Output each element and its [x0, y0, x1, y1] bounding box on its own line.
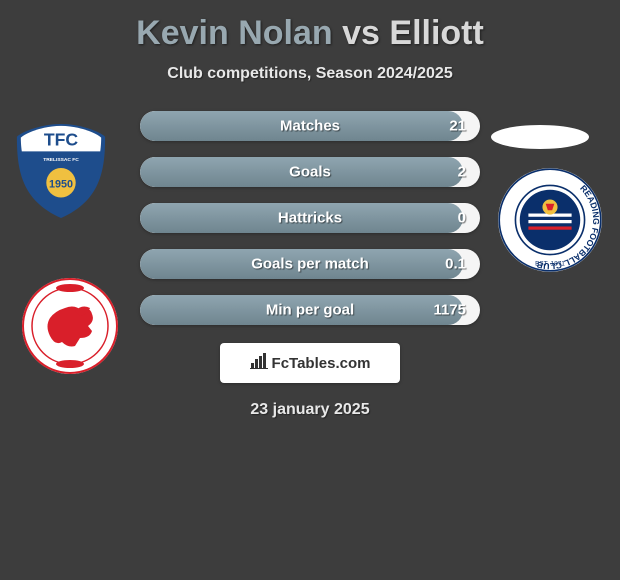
- player2-name: Elliott: [389, 14, 483, 52]
- club-crest-left-2: [20, 276, 120, 376]
- brand-text: FcTables.com: [272, 355, 371, 372]
- brand-box: FcTables.com: [220, 343, 400, 383]
- club-crest-left-1: TFC TRELISSAC FC 1950: [12, 122, 110, 220]
- stat-bar-value: 0: [458, 210, 466, 227]
- stat-bar: Goals per match 0.1: [140, 249, 480, 279]
- date-text: 23 january 2025: [0, 401, 620, 419]
- stat-bar-label: Matches: [280, 118, 340, 135]
- stat-bar-value: 2: [458, 164, 466, 181]
- stat-bar-value: 1175: [433, 302, 466, 319]
- club-crest-right-1: [490, 124, 590, 150]
- stat-bar: Goals 2: [140, 157, 480, 187]
- svg-text:EST. 1871: EST. 1871: [535, 260, 565, 267]
- stat-bar-label: Goals per match: [251, 256, 369, 273]
- stats-bars: Matches 21 Goals 2 Hattricks 0 Goals per match…: [140, 111, 480, 325]
- stat-bar-value: 21: [449, 118, 466, 135]
- stat-bar-label: Min per goal: [266, 302, 354, 319]
- stat-bar: Min per goal 1175: [140, 295, 480, 325]
- title: Kevin Nolan vs Elliott: [0, 0, 620, 53]
- chart-icon: [250, 353, 268, 374]
- svg-text:TRELISSAC FC: TRELISSAC FC: [43, 157, 79, 163]
- stat-bar-label: Hattricks: [278, 210, 342, 227]
- vs-text: vs: [342, 14, 380, 52]
- stat-bar: Matches 21: [140, 111, 480, 141]
- svg-text:1950: 1950: [49, 179, 73, 191]
- club-crest-right-2: READING FOOTBALL CLUB EST. 1871: [496, 166, 604, 274]
- stat-bar-label: Goals: [289, 164, 331, 181]
- player1-name: Kevin Nolan: [136, 14, 332, 52]
- stat-bar-value: 0.1: [445, 256, 466, 273]
- svg-text:TFC: TFC: [44, 130, 79, 150]
- stat-bar: Hattricks 0: [140, 203, 480, 233]
- subtitle: Club competitions, Season 2024/2025: [0, 65, 620, 83]
